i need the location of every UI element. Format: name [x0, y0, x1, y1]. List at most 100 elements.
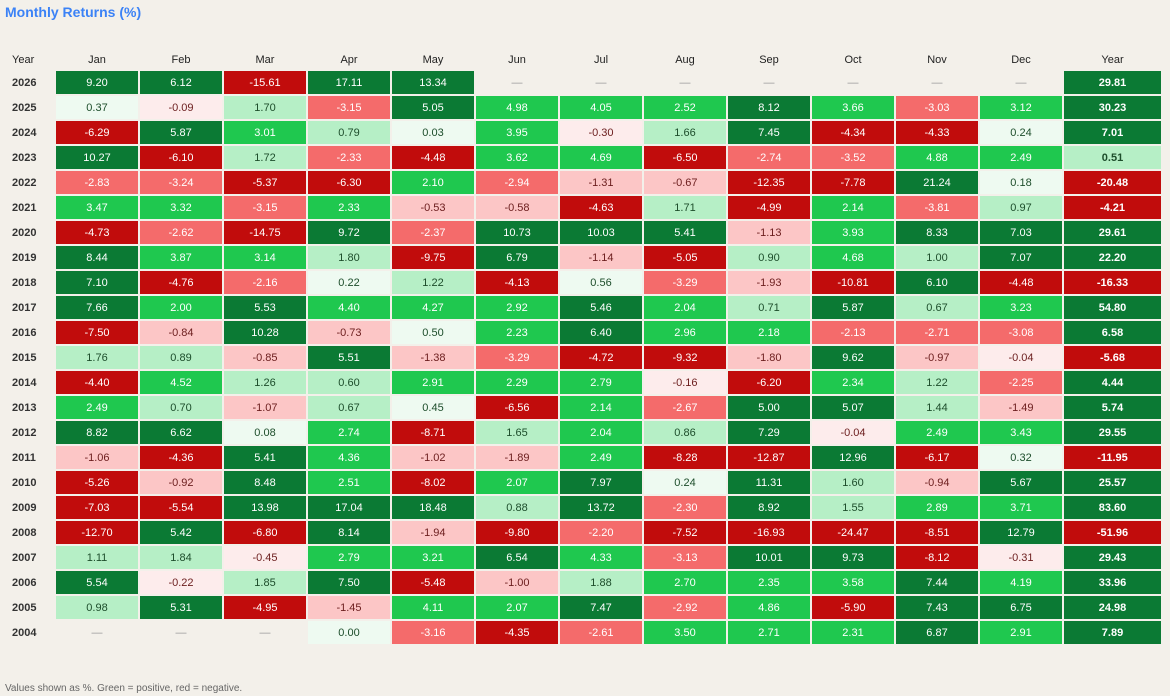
return-cell: 13.34: [392, 71, 474, 96]
year-total-cell: 7.89: [1064, 621, 1161, 646]
return-cell: 5.87: [140, 121, 222, 146]
return-cell: 7.47: [560, 596, 642, 621]
return-cell: 4.40: [308, 296, 390, 321]
return-cell: -3.52: [812, 146, 894, 171]
return-cell: -12.87: [728, 446, 810, 471]
return-cell: 10.73: [476, 221, 558, 246]
return-cell: -4.76: [140, 271, 222, 296]
year-label: 2015: [2, 346, 54, 371]
return-cell: 0.60: [308, 371, 390, 396]
year-total-cell: -4.21: [1064, 196, 1161, 221]
column-header-jun: Jun: [508, 54, 526, 66]
return-cell: -0.31: [980, 546, 1062, 571]
return-cell: 5.05: [392, 96, 474, 121]
return-cell: 2.00: [140, 296, 222, 321]
return-cell: -4.35: [476, 621, 558, 646]
return-cell: -2.67: [644, 396, 726, 421]
return-cell: -1.07: [224, 396, 306, 421]
return-cell: 5.00: [728, 396, 810, 421]
return-cell: 3.95: [476, 121, 558, 146]
return-cell: -6.50: [644, 146, 726, 171]
return-cell: -4.73: [56, 221, 138, 246]
return-cell: 12.96: [812, 446, 894, 471]
return-cell: 1.65: [476, 421, 558, 446]
return-cell: 0.70: [140, 396, 222, 421]
table-row: 2020 -4.73 -2.62 -14.75 9.72 -2.37 10.73 10.03 5…: [2, 221, 1161, 246]
year-total-cell: -11.95: [1064, 446, 1161, 471]
empty-cell: —: [224, 621, 306, 646]
return-cell: 1.85: [224, 571, 306, 596]
return-cell: 0.45: [392, 396, 474, 421]
return-cell: -3.15: [308, 96, 390, 121]
column-header-mar: Mar: [255, 54, 275, 66]
return-cell: -3.13: [644, 546, 726, 571]
return-cell: 6.40: [560, 321, 642, 346]
return-cell: 1.66: [644, 121, 726, 146]
return-cell: -1.38: [392, 346, 474, 371]
year-label: 2007: [2, 546, 54, 571]
return-cell: -1.02: [392, 446, 474, 471]
year-label: 2005: [2, 596, 54, 621]
table-row: 2008 -12.70 5.42 -6.80 8.14 -1.94 -9.80 -2.20 -7…: [2, 521, 1161, 546]
return-cell: -0.58: [476, 196, 558, 221]
empty-cell: —: [896, 71, 978, 96]
return-cell: 2.14: [560, 396, 642, 421]
return-cell: 18.48: [392, 496, 474, 521]
return-cell: 4.36: [308, 446, 390, 471]
return-cell: 3.66: [812, 96, 894, 121]
return-cell: -6.17: [896, 446, 978, 471]
return-cell: -5.48: [392, 571, 474, 596]
return-cell: 2.74: [308, 421, 390, 446]
year-total-cell: 22.20: [1064, 246, 1161, 271]
return-cell: -4.72: [560, 346, 642, 371]
return-cell: -1.93: [728, 271, 810, 296]
return-cell: 8.48: [224, 471, 306, 496]
return-cell: -0.85: [224, 346, 306, 371]
return-cell: -6.20: [728, 371, 810, 396]
year-total-cell: 29.61: [1064, 221, 1161, 246]
return-cell: -12.70: [56, 521, 138, 546]
return-cell: 0.88: [476, 496, 558, 521]
return-cell: -8.02: [392, 471, 474, 496]
return-cell: -2.16: [224, 271, 306, 296]
return-cell: 6.54: [476, 546, 558, 571]
return-cell: 7.10: [56, 271, 138, 296]
year-total-cell: 4.44: [1064, 371, 1161, 396]
return-cell: -0.84: [140, 321, 222, 346]
year-label: 2023: [2, 146, 54, 171]
year-label: 2011: [2, 446, 54, 471]
return-cell: 0.67: [308, 396, 390, 421]
year-label: 2009: [2, 496, 54, 521]
return-cell: 2.49: [980, 146, 1062, 171]
return-cell: -3.29: [644, 271, 726, 296]
return-cell: 0.32: [980, 446, 1062, 471]
return-cell: -3.03: [896, 96, 978, 121]
return-cell: 0.89: [140, 346, 222, 371]
table-row: 2004— — —0.00 -3.16 -4.35 -2.61 3.50 2.71 2.31 6.…: [2, 621, 1161, 646]
table-row: 2026 9.20 6.12 -15.61 17.11 13.34— — — — — — —29.81: [2, 71, 1161, 96]
return-cell: 4.33: [560, 546, 642, 571]
return-cell: 0.24: [980, 121, 1062, 146]
return-cell: 1.88: [560, 571, 642, 596]
return-cell: -2.33: [308, 146, 390, 171]
return-cell: -2.92: [644, 596, 726, 621]
return-cell: 6.79: [476, 246, 558, 271]
return-cell: 8.14: [308, 521, 390, 546]
year-total-cell: 25.57: [1064, 471, 1161, 496]
year-label: 2024: [2, 121, 54, 146]
return-cell: 2.52: [644, 96, 726, 121]
return-cell: 5.41: [644, 221, 726, 246]
return-cell: 2.18: [728, 321, 810, 346]
return-cell: -2.25: [980, 371, 1062, 396]
return-cell: 2.34: [812, 371, 894, 396]
return-cell: -3.15: [224, 196, 306, 221]
return-cell: 0.18: [980, 171, 1062, 196]
return-cell: 2.91: [980, 621, 1062, 646]
return-cell: 2.29: [476, 371, 558, 396]
return-cell: -9.32: [644, 346, 726, 371]
return-cell: -0.53: [392, 196, 474, 221]
return-cell: 1.71: [644, 196, 726, 221]
return-cell: 5.53: [224, 296, 306, 321]
year-total-cell: 33.96: [1064, 571, 1161, 596]
return-cell: -1.00: [476, 571, 558, 596]
